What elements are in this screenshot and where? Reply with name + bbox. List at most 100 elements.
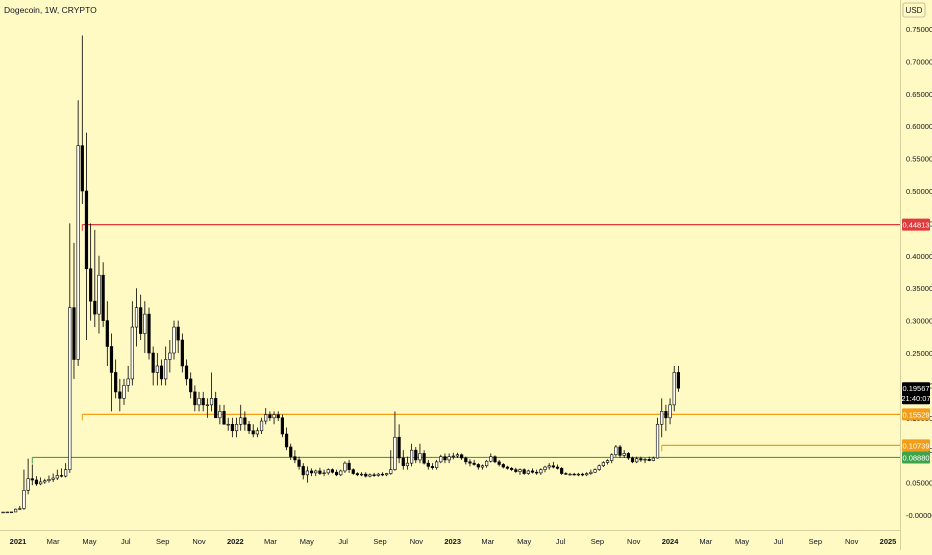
candle-body bbox=[18, 508, 22, 510]
candle-body bbox=[184, 365, 189, 380]
candle-body bbox=[114, 372, 118, 393]
candle-body bbox=[380, 473, 385, 476]
candle-body bbox=[97, 274, 101, 315]
candle-body bbox=[435, 461, 439, 468]
candle-body bbox=[255, 430, 259, 435]
candle-body bbox=[572, 473, 576, 476]
time-axis[interactable]: 2021 Mar May Jul Sep Nov 2022 Mar May Jul Sep Nov 20… bbox=[10, 537, 897, 546]
candle-body bbox=[168, 352, 172, 360]
candle-body bbox=[476, 464, 480, 468]
candle-body bbox=[518, 469, 522, 472]
candle-body bbox=[314, 470, 318, 474]
candle-body bbox=[522, 469, 526, 474]
time-tick-label: Jul bbox=[774, 537, 784, 546]
candle-body bbox=[126, 378, 130, 386]
candle-body bbox=[460, 454, 464, 459]
candle-body bbox=[239, 417, 243, 425]
candle-body bbox=[468, 461, 472, 464]
candle-body bbox=[51, 477, 55, 480]
candle-body bbox=[101, 274, 105, 321]
level-price-label: 0.10739 bbox=[902, 441, 929, 450]
candle-body bbox=[330, 469, 335, 473]
candle-body bbox=[155, 365, 159, 373]
candle-body bbox=[251, 430, 255, 435]
candle-body bbox=[1, 511, 5, 514]
currency-label: USD bbox=[906, 6, 923, 15]
time-tick-label: 2022 bbox=[227, 537, 244, 546]
level-price-badge bbox=[902, 439, 930, 452]
candle-body bbox=[9, 511, 14, 514]
candle-body bbox=[514, 469, 518, 472]
time-tick-label: Sep bbox=[591, 537, 604, 546]
candle-body bbox=[172, 326, 176, 354]
candle-body bbox=[501, 464, 505, 468]
symbol-title[interactable]: Dogecoin, 1W, CRYPTO bbox=[4, 5, 97, 15]
time-tick-label: Jul bbox=[338, 537, 348, 546]
candle-body bbox=[147, 313, 151, 354]
candle-body bbox=[339, 470, 343, 476]
candle-body bbox=[130, 326, 134, 380]
candle-body bbox=[622, 453, 626, 456]
candle-body bbox=[47, 479, 51, 481]
time-tick-label: May bbox=[735, 537, 749, 546]
currency-button[interactable]: USD bbox=[902, 2, 926, 18]
current-price-badge bbox=[902, 382, 930, 405]
candle-body bbox=[272, 414, 276, 419]
candle-body bbox=[14, 508, 18, 513]
candle-body bbox=[189, 378, 193, 393]
candle-body bbox=[205, 404, 209, 406]
candle-body bbox=[672, 372, 676, 406]
level-price-badge bbox=[902, 451, 930, 464]
level-price-badge bbox=[902, 408, 930, 421]
candle-body bbox=[589, 471, 593, 474]
candle-body bbox=[655, 423, 660, 459]
candles-layer bbox=[1, 35, 680, 514]
time-tick-label: May bbox=[517, 537, 531, 546]
candle-body bbox=[593, 469, 597, 473]
candle-body bbox=[176, 326, 180, 341]
candle-body bbox=[647, 458, 651, 461]
candle-body bbox=[297, 459, 301, 467]
candle-body bbox=[139, 307, 143, 334]
candle-body bbox=[576, 473, 580, 476]
candle-body bbox=[243, 417, 247, 425]
candle-body bbox=[72, 307, 76, 360]
candle-body bbox=[201, 398, 205, 406]
candle-body bbox=[122, 385, 126, 399]
candle-body bbox=[393, 436, 397, 470]
candle-body bbox=[360, 473, 364, 476]
candle-body bbox=[651, 457, 655, 461]
time-tick-label: Sep bbox=[156, 537, 169, 546]
candle-body bbox=[230, 423, 234, 432]
price-tick-label: 0.55000 bbox=[906, 155, 932, 164]
time-tick-label: Sep bbox=[809, 537, 822, 546]
candle-body bbox=[301, 466, 305, 476]
candle-body bbox=[159, 365, 164, 380]
candle-body bbox=[234, 423, 239, 432]
candle-body bbox=[401, 457, 405, 467]
time-tick-label: 2021 bbox=[10, 537, 27, 546]
candle-body bbox=[355, 473, 360, 476]
candle-body bbox=[643, 458, 647, 461]
time-tick-label: Jul bbox=[556, 537, 566, 546]
candle-body bbox=[347, 462, 351, 470]
time-tick-label: Jul bbox=[121, 537, 131, 546]
time-tick-label: Mar bbox=[481, 537, 494, 546]
candle-body bbox=[605, 460, 610, 463]
candle-body bbox=[668, 404, 672, 419]
price-tick-label: 0.70000 bbox=[906, 57, 932, 66]
candle-body bbox=[109, 346, 114, 373]
candle-body bbox=[268, 414, 272, 419]
level-price-label: 0.15529 bbox=[902, 410, 929, 419]
candle-body bbox=[164, 359, 168, 380]
time-tick-label: 2025 bbox=[880, 537, 897, 546]
candle-body bbox=[143, 313, 147, 334]
candle-body bbox=[414, 449, 418, 461]
price-tick-label: 0.25000 bbox=[906, 349, 932, 358]
candle-body bbox=[309, 470, 314, 474]
candle-body bbox=[539, 469, 543, 474]
candle-body bbox=[480, 465, 485, 468]
